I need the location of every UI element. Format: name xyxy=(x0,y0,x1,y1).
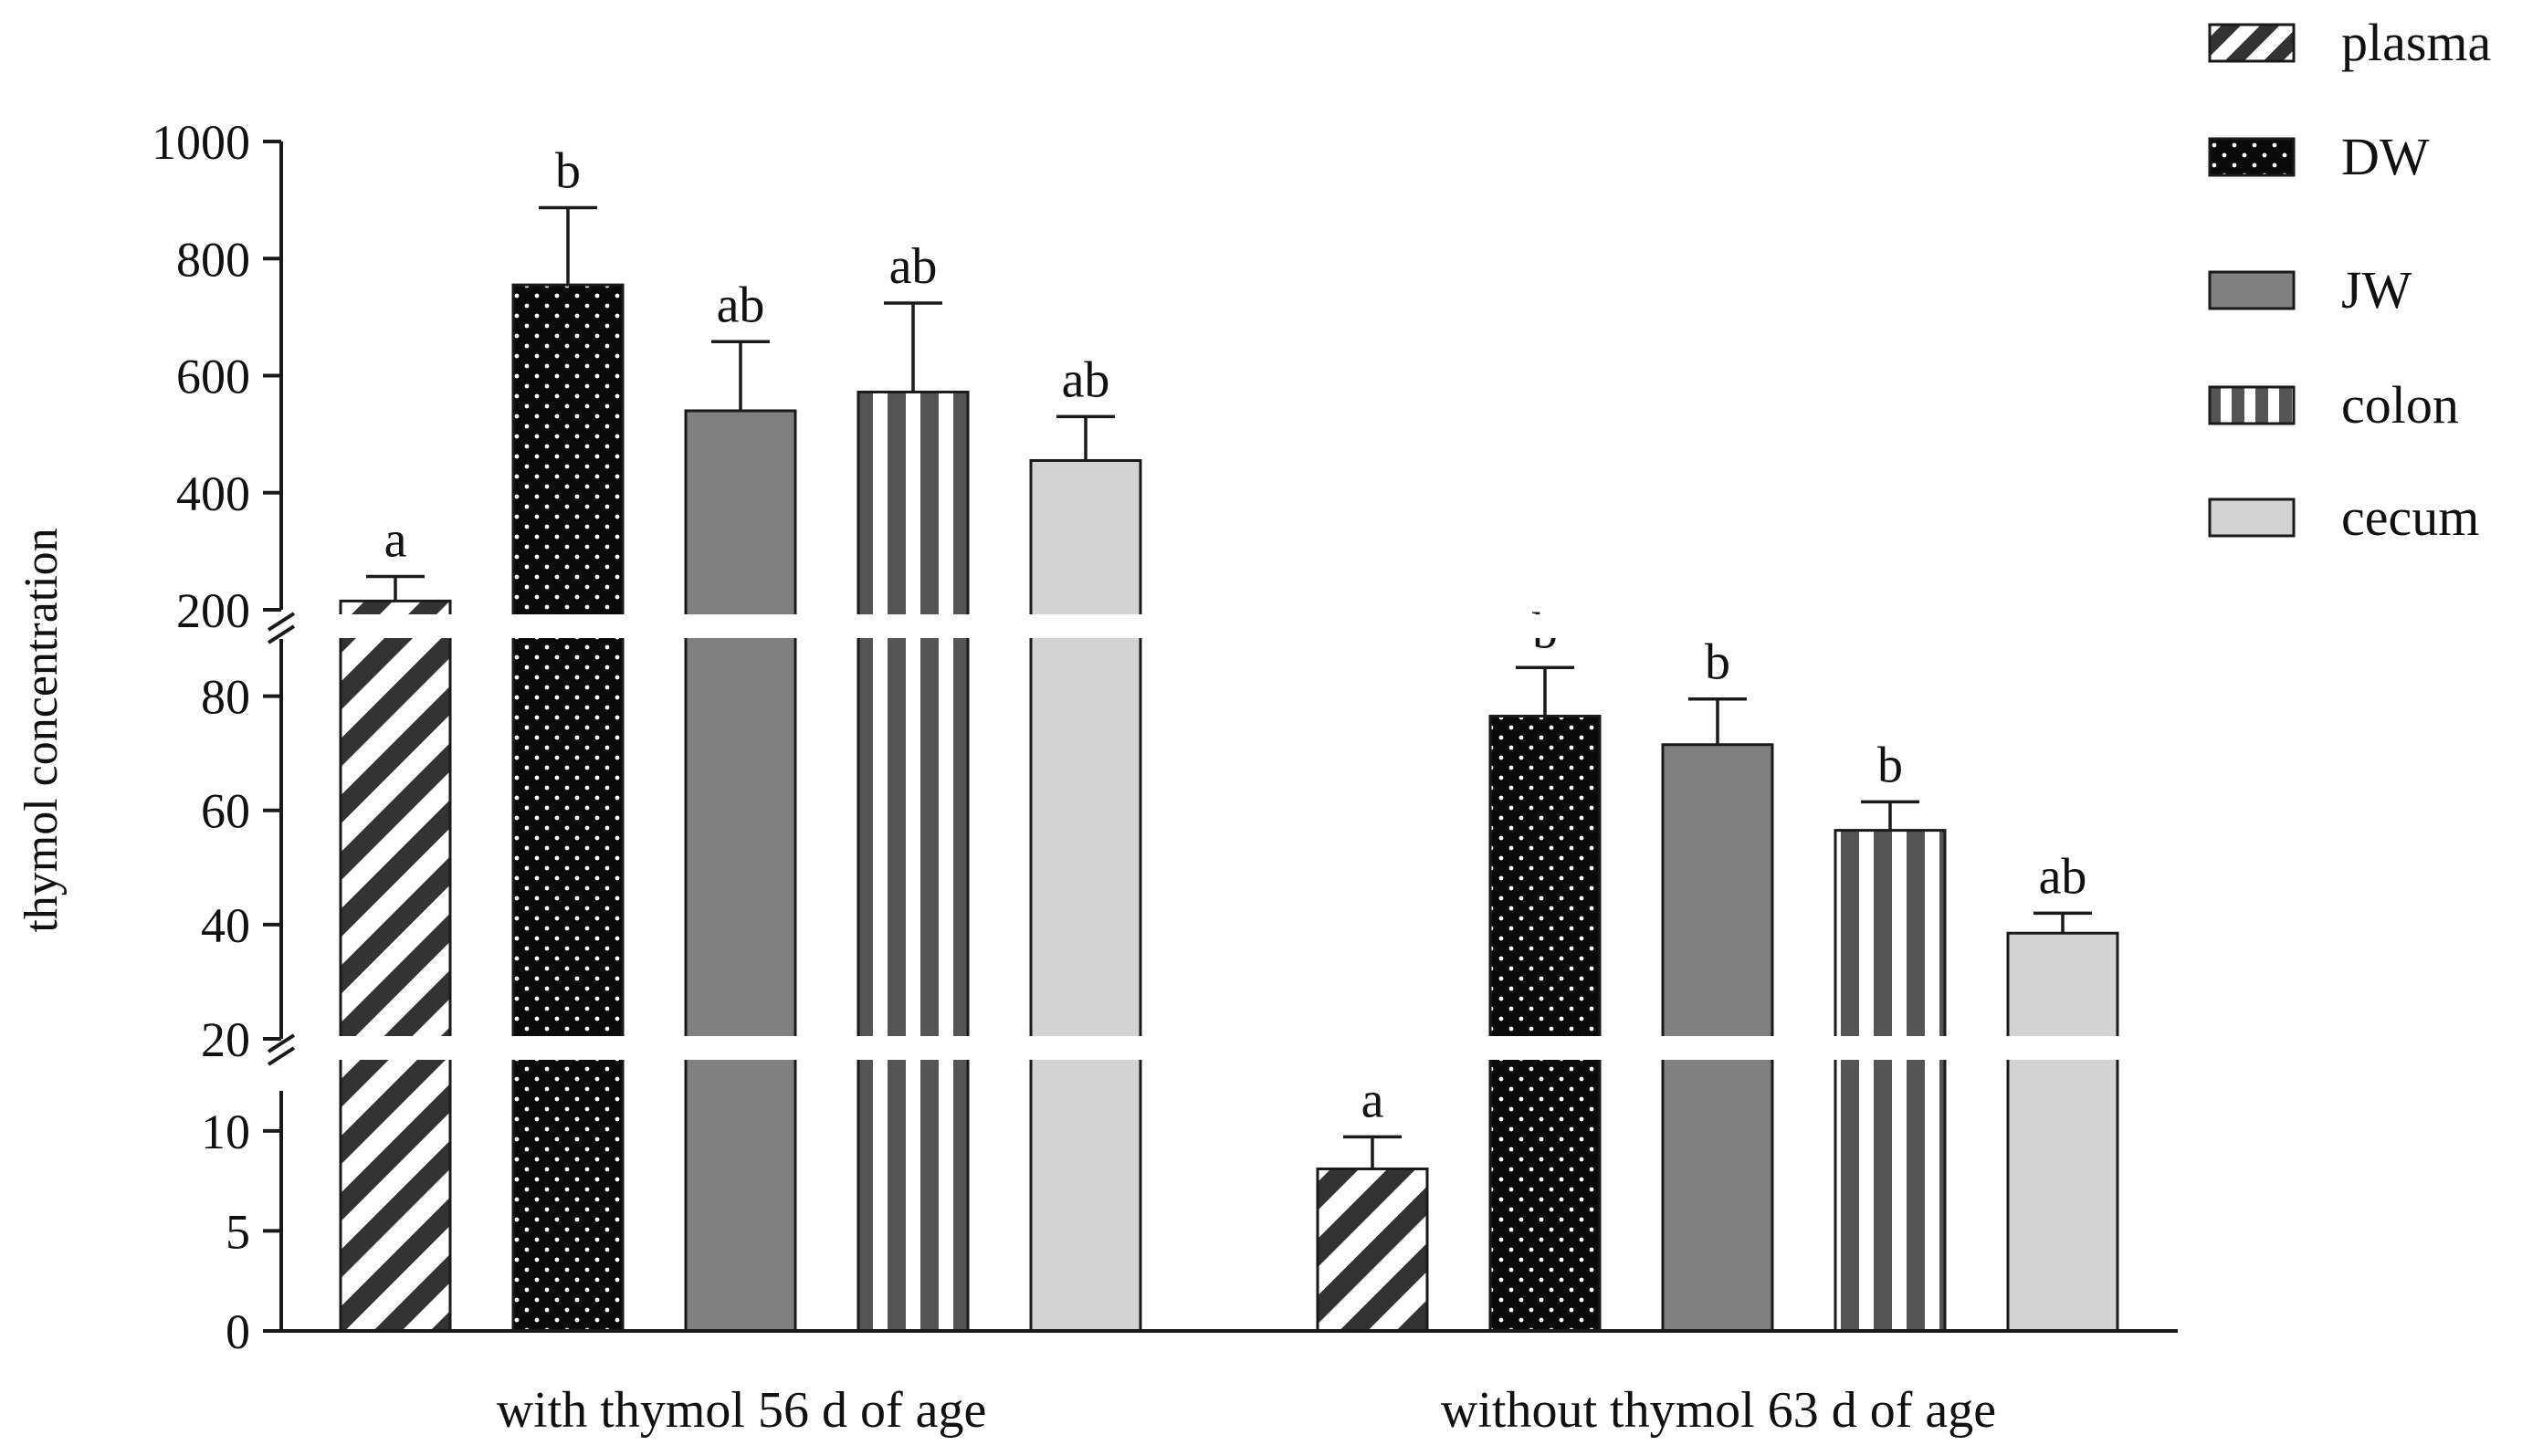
axis-break-mark xyxy=(267,624,296,644)
y-tick-label: 40 xyxy=(201,898,250,953)
y-tick-label: 60 xyxy=(201,784,250,839)
y-tick-label: 200 xyxy=(176,583,250,638)
bar-dw xyxy=(511,283,625,1333)
bar-plasma xyxy=(339,599,452,1333)
y-tick-label: 10 xyxy=(201,1105,250,1159)
significance-letter: ab xyxy=(1062,351,1110,408)
bar-colon xyxy=(1834,829,1947,1333)
y-tick-label: 400 xyxy=(176,466,250,521)
x-axis: with thymol 56 d of age without thymol 63… xyxy=(279,1329,2178,1439)
legend-swatch-dw xyxy=(2208,137,2296,177)
legend-swatch-cecum xyxy=(2208,498,2296,538)
y-tick-label: 800 xyxy=(176,232,250,287)
y-tick-label: 1000 xyxy=(152,115,250,170)
y-axis: 0 5 10 20 40 60 80 200 400 600 800 1000 xyxy=(152,115,283,1359)
y-tick-label: 20 xyxy=(201,1012,250,1067)
legend-label: colon xyxy=(2341,375,2459,435)
bar-cecum xyxy=(1029,458,1142,1333)
significance-letter: ab xyxy=(717,277,765,333)
significance-letter: b xyxy=(555,142,581,199)
x-category-label: with thymol 56 d of age xyxy=(497,1382,987,1439)
y-axis-label: thymol concentration xyxy=(16,528,68,932)
significance-letter: b xyxy=(1705,634,1730,691)
x-category-label: without thymol 63 d of age xyxy=(1441,1382,1996,1439)
legend-label: cecum xyxy=(2341,487,2479,547)
bar-cecum xyxy=(2006,931,2119,1333)
significance-letter: a xyxy=(1361,1072,1384,1128)
legend: plasma DW JW colon cecum xyxy=(2208,13,2491,547)
axis-breaks xyxy=(267,612,2148,1066)
y-tick-label: 80 xyxy=(201,670,250,725)
axis-break-mark xyxy=(267,1046,296,1066)
significance-letter: ab xyxy=(2039,848,2087,905)
axis-break-mark xyxy=(267,612,296,632)
bar-plasma xyxy=(1316,1167,1429,1333)
bar-colon xyxy=(856,390,970,1333)
axis-break-gap xyxy=(285,1036,2148,1060)
legend-swatch-colon xyxy=(2208,385,2296,425)
significance-letter: ab xyxy=(889,238,938,295)
legend-label: DW xyxy=(2341,127,2430,186)
axis-break-mark xyxy=(267,1033,296,1053)
legend-label: JW xyxy=(2341,260,2412,319)
bars: aabbabbabbabab xyxy=(339,142,2119,1333)
legend-swatch-jw xyxy=(2208,270,2296,310)
significance-letter: b xyxy=(1877,737,1903,793)
y-tick-label: 5 xyxy=(226,1204,250,1259)
axis-break-gap xyxy=(285,614,2148,638)
legend-swatch-plasma xyxy=(2208,23,2296,63)
y-tick-label: 0 xyxy=(226,1304,250,1359)
bar-dw xyxy=(1488,714,1602,1333)
significance-letter: a xyxy=(384,511,407,568)
bar-jw xyxy=(684,409,797,1333)
y-tick-label: 600 xyxy=(176,350,250,404)
legend-label: plasma xyxy=(2341,13,2491,72)
